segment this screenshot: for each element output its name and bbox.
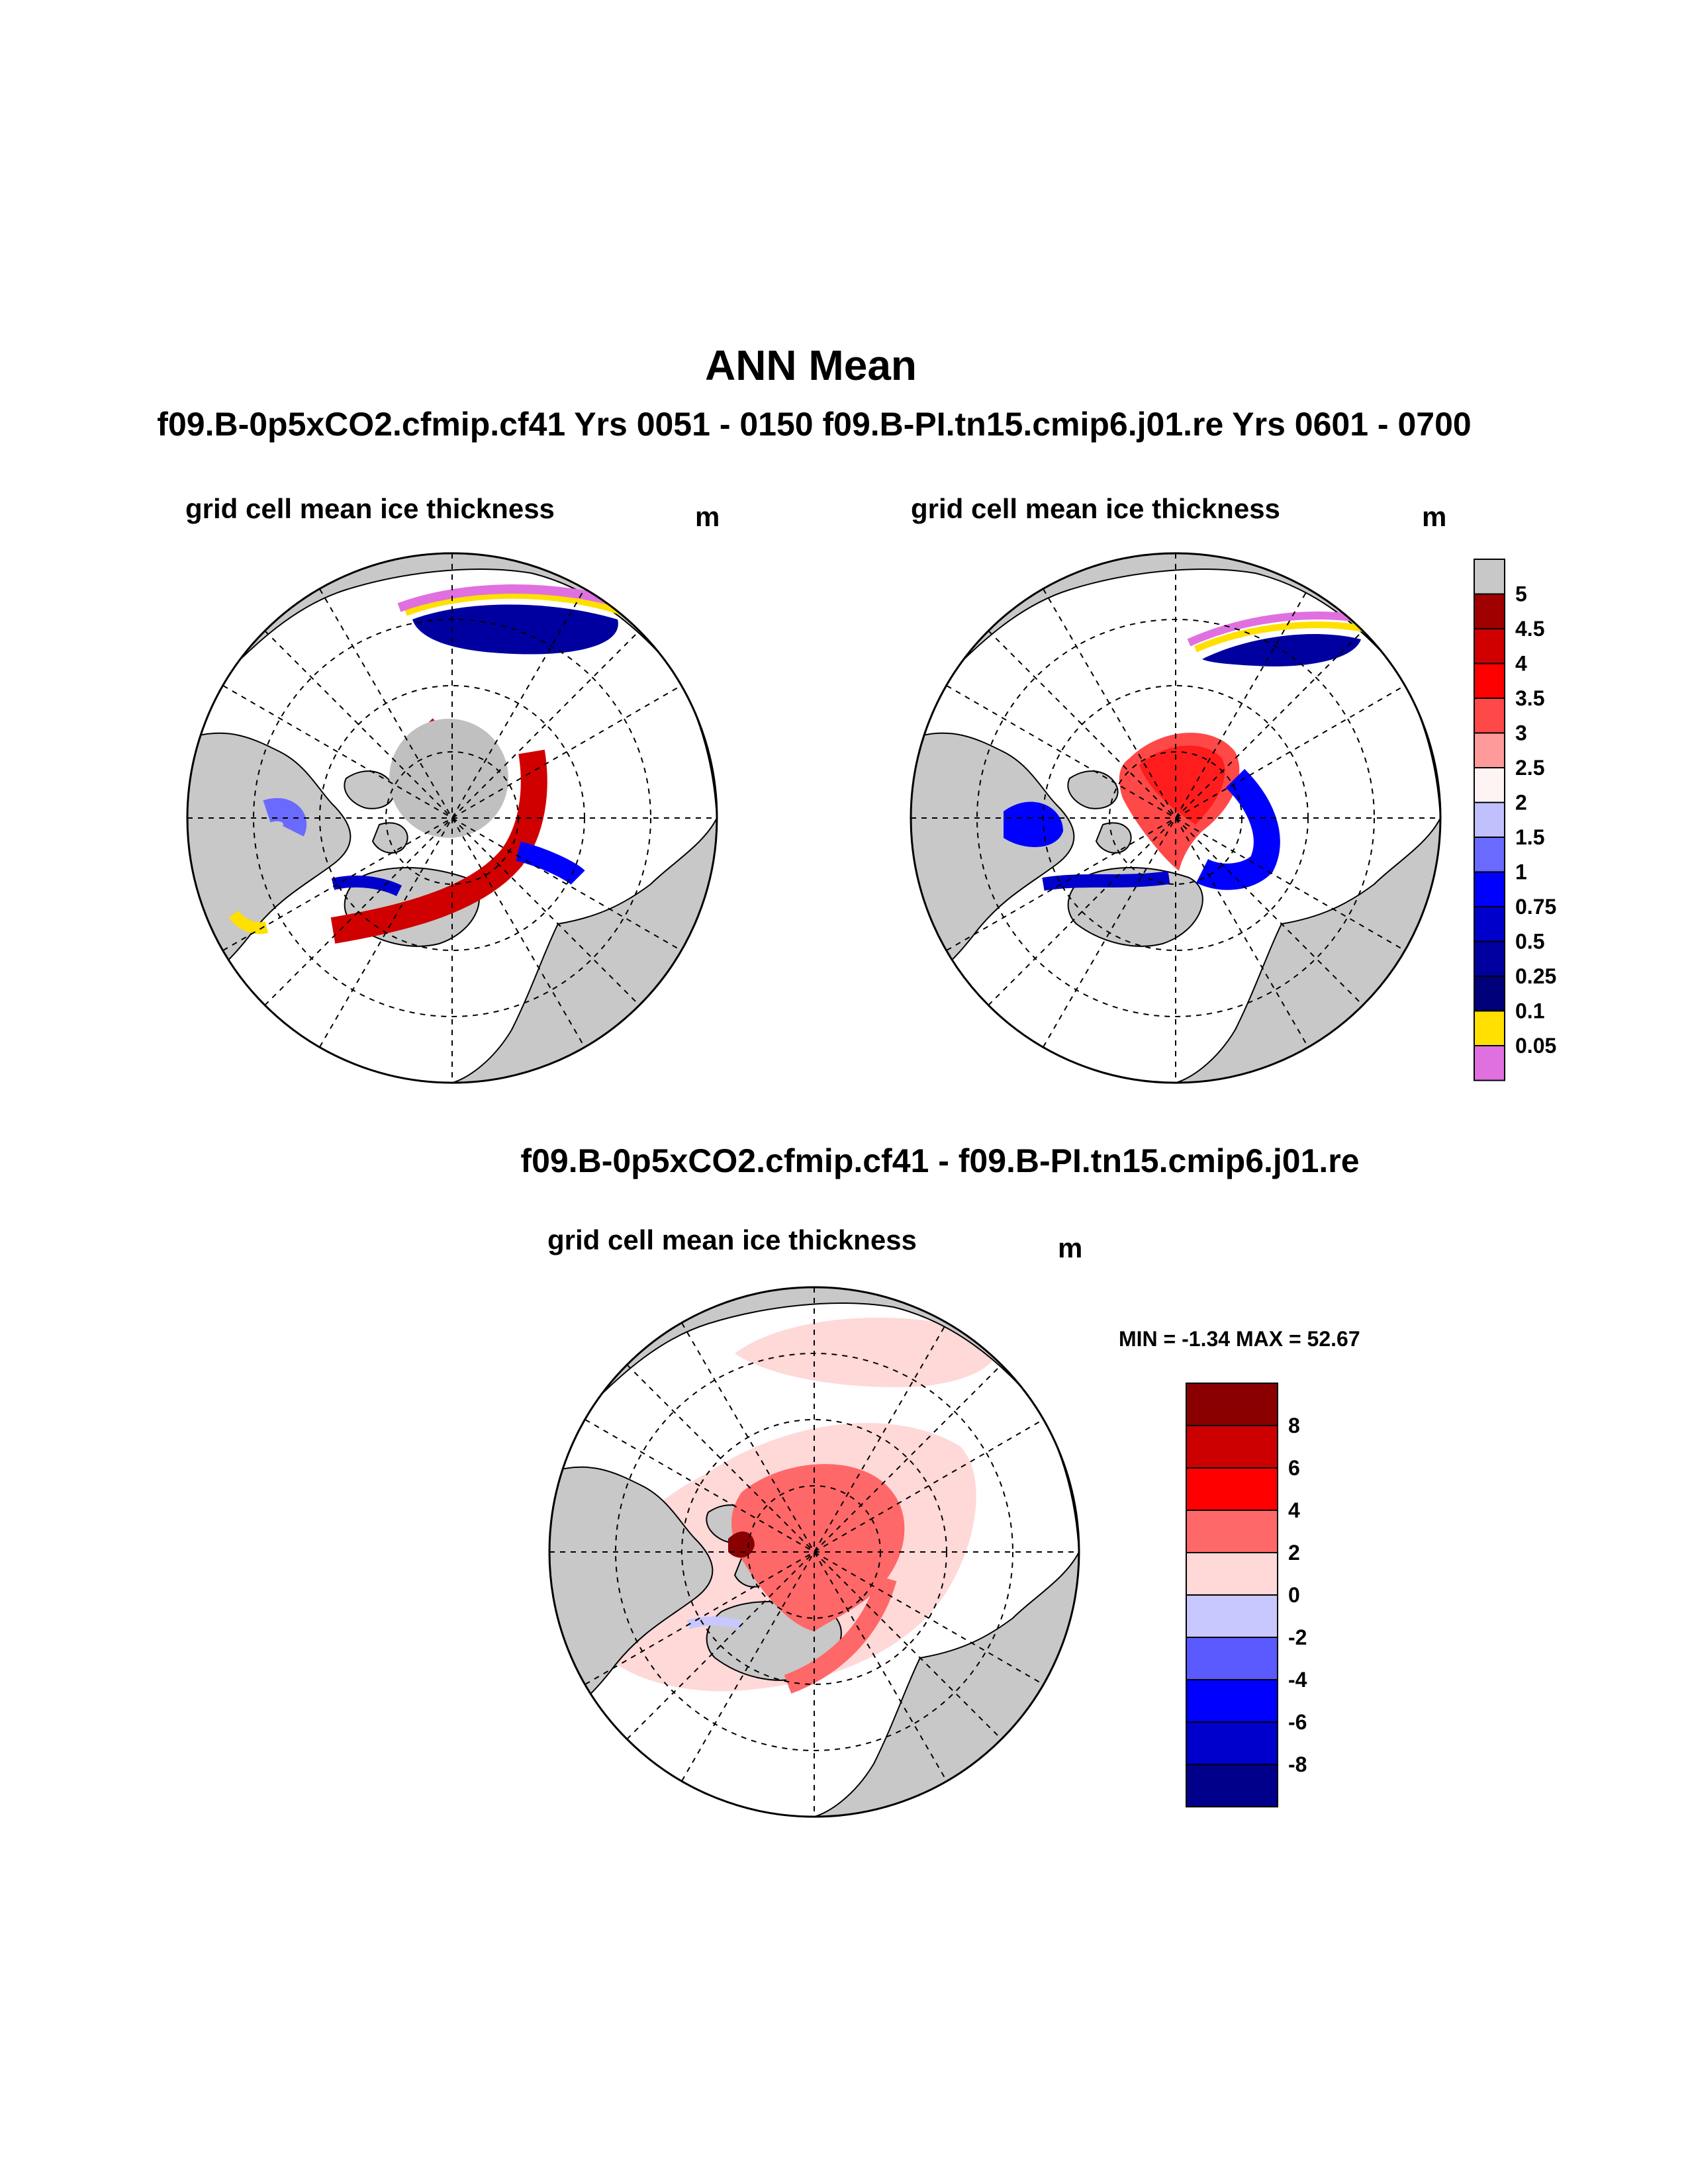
colorbar-tick-label: -2 — [1288, 1625, 1307, 1649]
difference-title: f09.B-0p5xCO2.cfmip.cf41 - f09.B-PI.tn15… — [520, 1142, 1360, 1179]
colorbar-tick-label: 4.5 — [1515, 617, 1544, 641]
colorbar-tick-label: 3.5 — [1515, 686, 1544, 710]
colorbar-difference: 8 6 4 2 0 -2 -4 -6 -8 — [1186, 1383, 1307, 1807]
colorbar-thickness: 5 4.5 4 3.5 3 2.5 2 1.5 1 0.75 0.5 0.25 0.1 0.05 — [1474, 559, 1556, 1081]
min-max-label: MIN = -1.34 MAX = 52.67 — [1119, 1327, 1360, 1351]
colorbar-tick-label: 5 — [1515, 582, 1527, 606]
colorbar-swatch — [1186, 1637, 1278, 1680]
colorbar-swatch — [1474, 593, 1505, 629]
panel-2-title: grid cell mean ice thickness — [911, 493, 1280, 524]
colorbar-swatch — [1474, 1045, 1505, 1081]
colorbar-swatch — [1474, 906, 1505, 942]
map-panel-2 — [910, 552, 1442, 1084]
colorbar-swatch — [1474, 767, 1505, 803]
colorbar-swatch — [1474, 1010, 1505, 1046]
colorbar-swatch — [1186, 1425, 1278, 1469]
map-panel-difference — [548, 1286, 1080, 1818]
colorbar-swatch — [1474, 662, 1505, 699]
colorbar-swatch — [1474, 559, 1505, 595]
colorbar-tick-label: 0.25 — [1515, 964, 1556, 988]
colorbar-tick-label: 0.75 — [1515, 895, 1556, 919]
colorbar-swatch — [1186, 1764, 1278, 1807]
colorbar-tick-label: 2 — [1515, 791, 1527, 815]
page-subtitle: f09.B-0p5xCO2.cfmip.cf41 Yrs 0051 - 0150… — [157, 406, 1472, 443]
colorbar-tick-label: 0 — [1288, 1583, 1300, 1607]
map-panel-1 — [186, 552, 718, 1084]
panel-1-title: grid cell mean ice thickness — [185, 493, 555, 524]
colorbar-tick-label: 0.1 — [1515, 999, 1544, 1023]
colorbar-tick-label: 4 — [1515, 652, 1527, 676]
colorbar-swatch — [1186, 1510, 1278, 1553]
colorbar-swatch — [1474, 698, 1505, 734]
colorbar-tick-label: 1.5 — [1515, 825, 1544, 849]
colorbar-swatch — [1186, 1721, 1278, 1765]
colorbar-swatch — [1186, 1552, 1278, 1596]
colorbar-swatch — [1474, 871, 1505, 907]
colorbar-tick-label: -8 — [1288, 1752, 1307, 1776]
colorbar-tick-label: 2.5 — [1515, 756, 1544, 780]
panel-2-unit: m — [1422, 501, 1447, 532]
colorbar-swatch — [1474, 732, 1505, 768]
colorbar-swatch — [1186, 1594, 1278, 1638]
colorbar-swatch — [1186, 1467, 1278, 1511]
colorbar-tick-label: 8 — [1288, 1414, 1300, 1437]
colorbar-swatch — [1474, 837, 1505, 873]
colorbar-tick-label: 4 — [1288, 1498, 1300, 1522]
panel-3-unit: m — [1058, 1232, 1083, 1263]
page-title: ANN Mean — [704, 341, 917, 389]
colorbar-tick-label: 6 — [1288, 1456, 1300, 1480]
colorbar-tick-label: 2 — [1288, 1541, 1300, 1565]
panel-3-title: grid cell mean ice thickness — [547, 1224, 917, 1255]
panel-1-unit: m — [695, 501, 720, 532]
colorbar-tick-label: -4 — [1288, 1668, 1307, 1692]
colorbar-tick-label: 1 — [1515, 860, 1527, 884]
colorbar-tick-label: 3 — [1515, 721, 1527, 745]
colorbar-tick-label: -6 — [1288, 1710, 1307, 1734]
colorbar-swatch — [1474, 976, 1505, 1012]
colorbar-swatch — [1186, 1679, 1278, 1723]
colorbar-swatch — [1474, 628, 1505, 664]
colorbar-swatch — [1186, 1383, 1278, 1426]
colorbar-tick-label: 0.5 — [1515, 930, 1544, 954]
colorbar-swatch — [1474, 801, 1505, 838]
colorbar-tick-label: 0.05 — [1515, 1034, 1556, 1058]
colorbar-swatch — [1474, 940, 1505, 977]
